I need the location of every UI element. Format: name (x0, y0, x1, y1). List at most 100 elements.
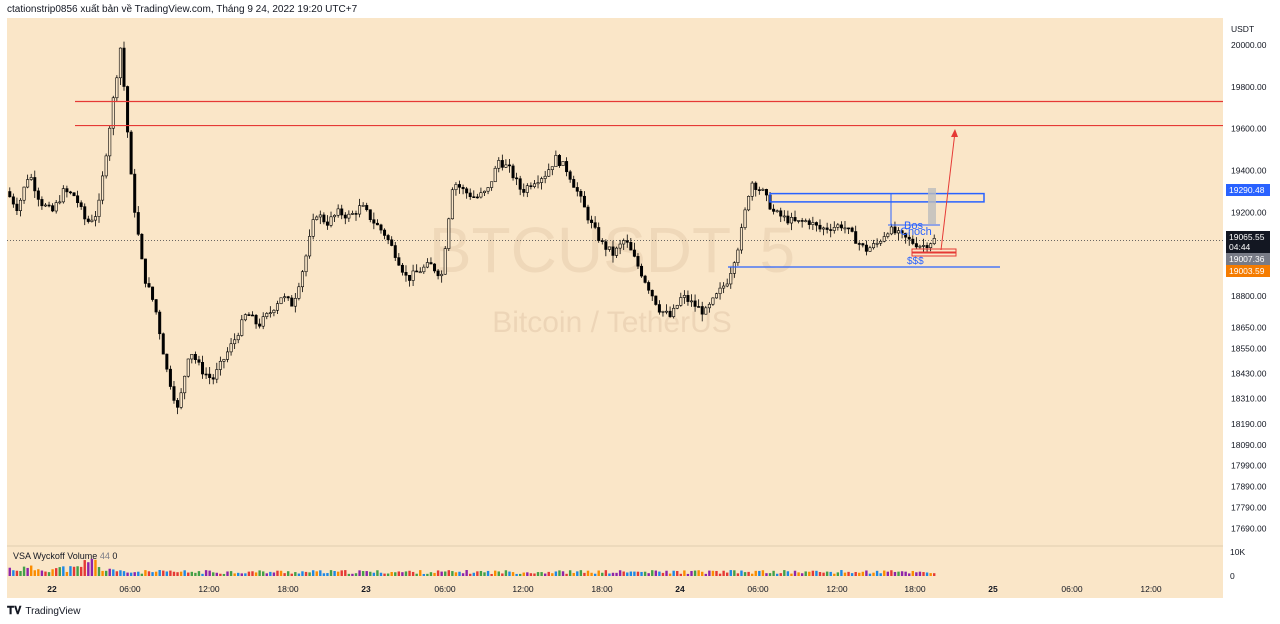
volume-bar (76, 566, 79, 576)
volume-bar (690, 570, 693, 576)
candle-body (336, 208, 340, 216)
chart-plot-area[interactable] (7, 18, 1223, 598)
candle-body (397, 257, 401, 266)
volume-bar (676, 570, 679, 576)
price-axis[interactable] (1223, 18, 1280, 598)
volume-bar (701, 571, 704, 576)
volume-bar (469, 573, 472, 576)
footer: 𝐓𝐕 TradingView (7, 605, 80, 618)
candle-body (832, 227, 836, 231)
volume-bar (536, 572, 540, 576)
volume-bar (83, 560, 86, 576)
volume-bar (590, 572, 593, 576)
candle-body (518, 178, 522, 190)
y-tick-label: 18800.00 (1231, 291, 1267, 301)
volume-bar (319, 570, 322, 576)
volume-max-label: 10K (1230, 547, 1245, 557)
entry-box (911, 248, 957, 253)
volume-bar (875, 570, 879, 576)
price-badge-countdown (1226, 241, 1270, 253)
candle-body (443, 248, 447, 275)
candle-body (33, 177, 37, 192)
candle-body (268, 312, 272, 314)
candle-body (711, 297, 715, 305)
volume-bar (654, 570, 658, 576)
candle-body (797, 220, 801, 222)
volume-bar (397, 571, 401, 576)
candle-body (729, 273, 733, 285)
volume-bar (258, 570, 261, 576)
candle-body (126, 86, 130, 133)
y-tick-label: 17890.00 (1231, 482, 1267, 492)
volume-indicator-label[interactable]: VSA Wyckoff Volume 44 0 (13, 551, 117, 561)
x-tick-label: 25 (988, 584, 998, 594)
candle-body (686, 295, 690, 302)
volume-bar (222, 573, 226, 576)
volume-bar (304, 571, 308, 576)
y-tick-label: 18090.00 (1231, 440, 1267, 450)
volume-bar (311, 570, 315, 576)
volume-bar (893, 571, 897, 576)
volume-bar (526, 572, 529, 576)
candle-body (436, 270, 440, 277)
footer-brand: TradingView (25, 606, 81, 617)
volume-bar (626, 572, 629, 576)
candle-body (29, 177, 33, 180)
y-tick-label: 19200.00 (1231, 207, 1267, 217)
volume-bar (404, 571, 408, 576)
candle-body (722, 285, 726, 289)
candle-body (186, 358, 190, 377)
volume-bar (187, 572, 190, 576)
volume-bar (518, 573, 522, 576)
volume-bar (704, 573, 707, 576)
candle-body (893, 226, 897, 234)
candle-body (575, 187, 579, 192)
candle-body (629, 242, 633, 251)
volume-bar (797, 572, 800, 576)
candle-body (22, 186, 26, 201)
volume-bar (440, 571, 443, 576)
candle-body (511, 165, 515, 179)
y-tick-label: 17690.00 (1231, 523, 1267, 533)
candle-body (147, 283, 151, 288)
volume-bar (122, 571, 126, 576)
candle-body (204, 373, 208, 376)
candle-body (54, 202, 58, 212)
y-tick-label: 20000.00 (1231, 40, 1267, 50)
volume-bar (804, 571, 807, 576)
volume-bar (790, 573, 793, 576)
candle-body (522, 189, 526, 193)
volume-bar (37, 569, 40, 576)
candle-body (383, 229, 387, 236)
volume-bar (51, 569, 54, 576)
volume-bar (183, 570, 186, 576)
volume-bar (247, 571, 251, 576)
volume-bar (176, 572, 179, 576)
projection-arrowhead (951, 129, 958, 137)
volume-bar (158, 570, 161, 576)
candle-body (475, 196, 479, 199)
volume-bar (290, 573, 293, 576)
volume-bar (868, 573, 872, 576)
currency-label: USDT (1231, 24, 1254, 34)
candle-body (51, 205, 55, 212)
y-tick-label: 18310.00 (1231, 394, 1267, 404)
candle-body (386, 235, 390, 241)
tradingview-logo-icon[interactable]: 𝐓𝐕 (7, 605, 22, 617)
candle-body (343, 214, 347, 219)
candle-body (829, 229, 833, 231)
volume-bar (815, 570, 818, 576)
volume-bar (529, 573, 533, 576)
volume-bar (433, 572, 436, 576)
candle-body (772, 208, 776, 212)
candle-body (707, 303, 711, 309)
candle-body (665, 310, 669, 313)
volume-bar (629, 571, 633, 576)
volume-bar (336, 571, 340, 576)
volume-bar (429, 572, 433, 576)
volume-bar (262, 571, 265, 576)
volume-bar (608, 573, 611, 576)
candle-body (497, 160, 501, 169)
volume-bar (511, 572, 515, 576)
